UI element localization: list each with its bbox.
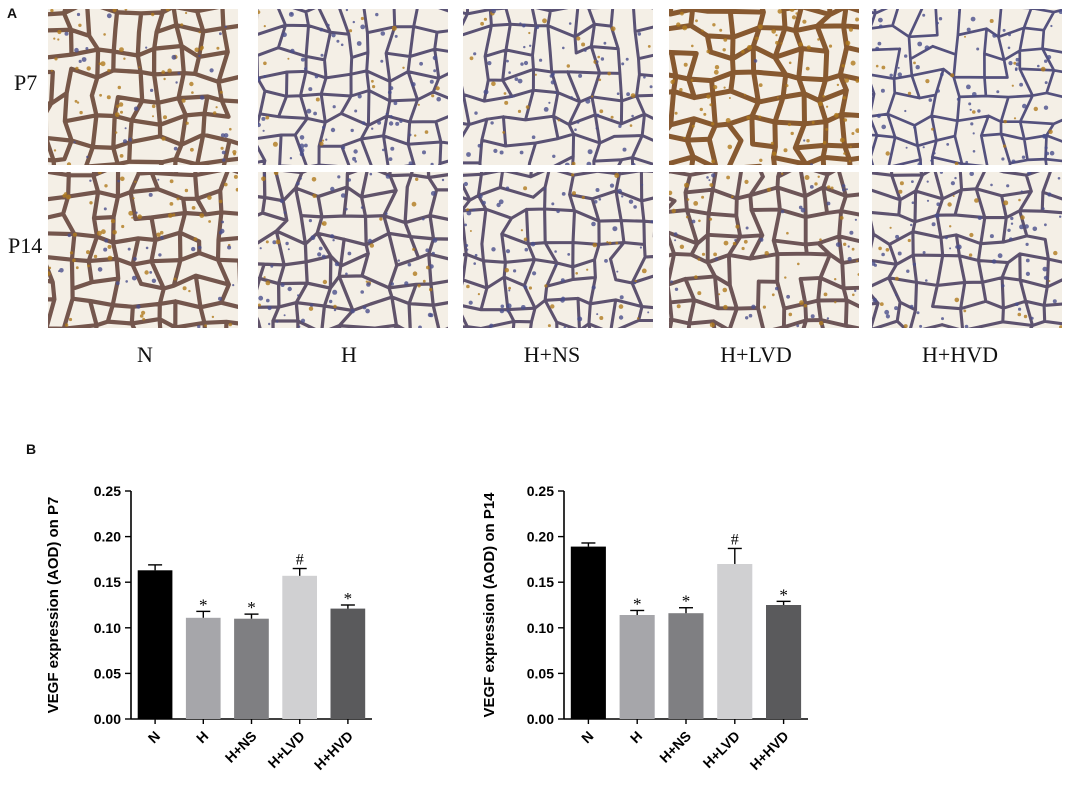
chart-2-significance-mark-2: * (633, 594, 642, 613)
chart-1-bar-5 (330, 608, 366, 719)
chart-2-significance-mark-3: * (682, 592, 691, 611)
micrograph-p7-h-lvd (669, 9, 859, 165)
chart-1-y-tick-label: 0.20 (94, 529, 121, 545)
chart-1-x-tick-label: H+LVD (265, 728, 308, 771)
chart-1-significance-mark-5: * (344, 589, 353, 608)
chart-2-bar-2 (619, 615, 655, 719)
chart-1-y-axis-label: VEGF expression (AOD) on P7 (45, 497, 62, 714)
chart-2-y-tick-label: 0.25 (527, 483, 554, 499)
chart-2-x-tick-label: N (578, 728, 596, 746)
panel-b-letter: B (26, 441, 37, 457)
column-label-h-hvd: H+HVD (922, 342, 998, 367)
chart-1-y-tick-label: 0.15 (94, 574, 121, 590)
column-label-h-lvd: H+LVD (720, 342, 792, 367)
micrograph-p7-h-ns (463, 9, 653, 165)
column-label-n: N (137, 342, 153, 367)
chart-2-y-tick-label: 0.10 (527, 620, 554, 636)
chart-2-x-tick-label: H+NS (656, 728, 694, 766)
chart-1-x-tick-label: N (145, 728, 163, 746)
micrograph-p14-h-hvd (872, 172, 1062, 328)
column-label-h-ns: H+NS (523, 342, 581, 367)
micrograph-p7-h (258, 9, 448, 165)
chart-1-significance-mark-2: * (199, 595, 208, 614)
chart-2-x-tick-label: H+LVD (700, 728, 743, 771)
micrograph-p14-h-ns (463, 172, 653, 328)
micrograph-p14-n (48, 172, 238, 328)
chart-1-significance-mark-3: * (247, 598, 256, 617)
chart-2-y-axis-label: VEGF expression (AOD) on P14 (481, 492, 498, 718)
chart-1-y-tick-label: 0.10 (94, 620, 121, 636)
row-label-p7: P7 (14, 70, 38, 95)
micrograph-p14-h (258, 172, 448, 328)
chart-2-y-tick-label: 0.00 (527, 711, 554, 727)
chart-1-x-tick-label: H+NS (222, 728, 260, 766)
chart-2-bar-4 (717, 564, 753, 719)
chart-1-bar-3 (234, 618, 269, 719)
chart-1-y-tick-label: 0.05 (94, 665, 121, 681)
chart-1-bar-1 (137, 570, 173, 719)
chart-2-y-tick-label: 0.20 (527, 529, 554, 545)
chart-2-bar-1 (570, 546, 606, 719)
chart-1-bar-2 (185, 617, 221, 719)
chart-2-bar-3 (668, 613, 704, 719)
micrograph-p7-h-hvd (872, 9, 1062, 165)
chart-2-y-tick-label: 0.15 (527, 574, 554, 590)
chart-2-significance-mark-5: * (779, 585, 788, 604)
panel-a-letter: A (7, 5, 18, 21)
chart-1-x-tick-label: H+HVD (311, 728, 356, 773)
column-label-h: H (341, 342, 357, 367)
chart-2-x-tick-label: H+HVD (747, 728, 792, 773)
chart-1-x-tick-label: H (193, 728, 211, 746)
row-label-p14: P14 (8, 233, 43, 258)
chart-2-significance-mark-4: # (731, 531, 739, 548)
chart-1-bar-4 (282, 575, 317, 719)
chart-1-y-tick-label: 0.25 (94, 483, 121, 499)
chart-2-y-tick-label: 0.05 (527, 665, 554, 681)
chart-1-y-tick-label: 0.00 (94, 711, 121, 727)
chart-1-significance-mark-4: # (296, 552, 304, 569)
chart-2-x-tick-label: H (627, 728, 645, 746)
micrograph-p14-h-lvd (669, 172, 859, 328)
chart-2-bar-5 (766, 605, 802, 719)
micrograph-p7-n (48, 9, 238, 165)
